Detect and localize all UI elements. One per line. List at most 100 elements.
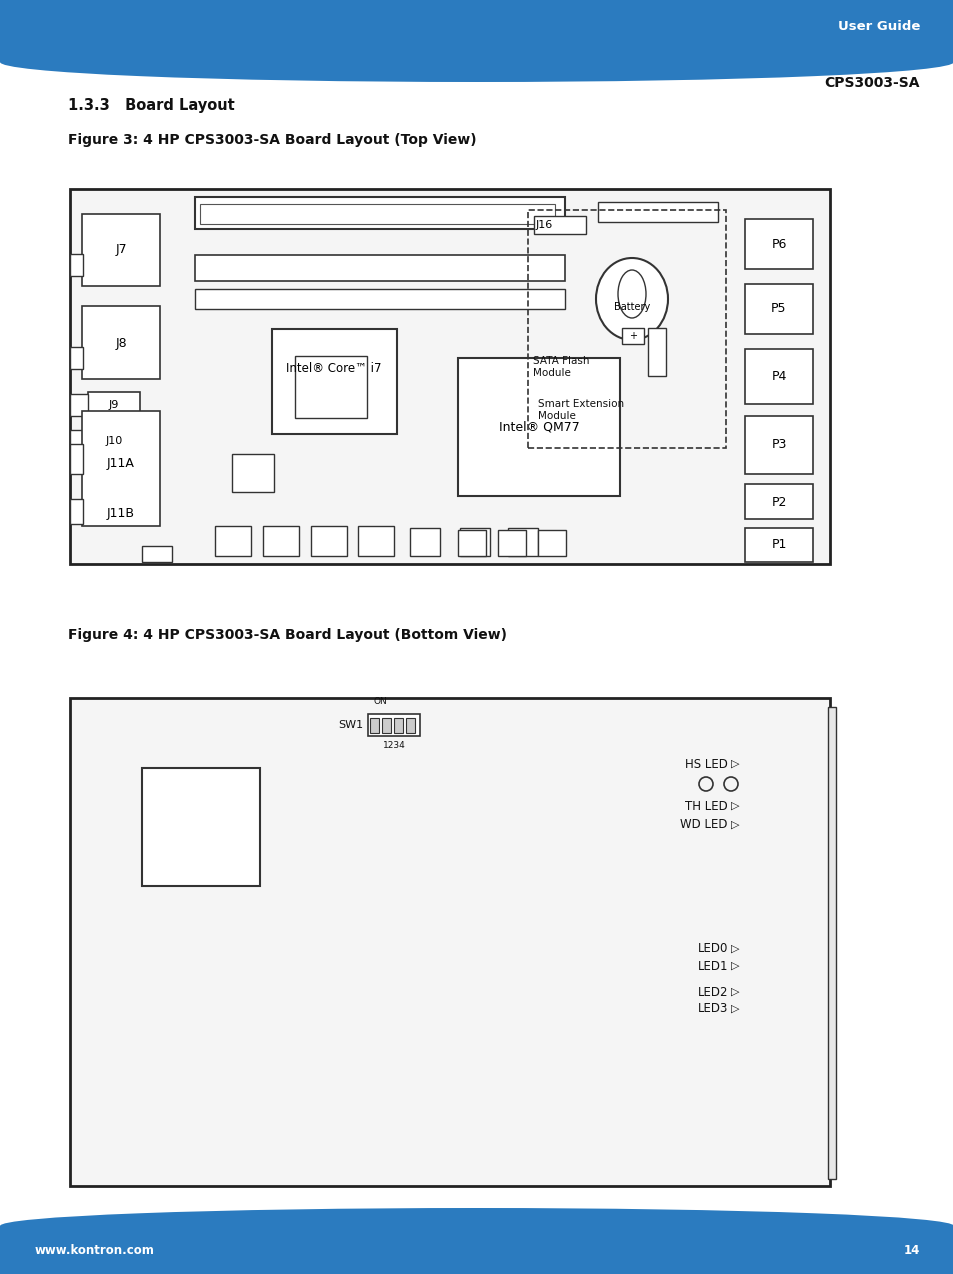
Bar	[194, 255, 564, 282]
Text: J16: J16	[536, 220, 553, 231]
Text: LED3: LED3	[697, 1003, 727, 1015]
Text: J11B: J11B	[107, 507, 135, 521]
Text: ▷: ▷	[730, 944, 739, 954]
Bar	[459, 527, 490, 555]
Bar	[88, 392, 140, 418]
Bar	[272, 329, 396, 434]
Ellipse shape	[596, 259, 667, 340]
Text: Figure 3: 4 HP CPS3003-SA Board Layout (Top View): Figure 3: 4 HP CPS3003-SA Board Layout (…	[68, 132, 476, 147]
Text: J9: J9	[109, 400, 119, 410]
Text: SW1: SW1	[337, 720, 363, 730]
Text: www.kontron.com: www.kontron.com	[35, 1243, 154, 1256]
Text: Intel® Core™ i7: Intel® Core™ i7	[286, 363, 381, 376]
Text: J10: J10	[105, 436, 123, 446]
Bar	[70, 499, 83, 524]
Bar	[744, 527, 812, 562]
Bar	[744, 219, 812, 269]
Text: SATA Flash
Module: SATA Flash Module	[533, 355, 589, 378]
Polygon shape	[174, 197, 194, 282]
Text: P4: P4	[771, 371, 786, 383]
Text: Smart Extension
Module: Smart Extension Module	[537, 399, 623, 422]
Bar	[394, 719, 402, 733]
Bar	[88, 428, 140, 454]
Text: 1234: 1234	[382, 741, 405, 750]
Bar	[70, 431, 88, 452]
Bar	[70, 698, 829, 1186]
Bar	[534, 217, 585, 234]
Text: LED0: LED0	[697, 943, 727, 956]
Bar	[70, 445, 83, 474]
Text: CPS3003-SA: CPS3003-SA	[823, 76, 919, 90]
Bar	[647, 327, 665, 376]
Text: Intel® QM77: Intel® QM77	[498, 420, 578, 433]
Bar	[311, 526, 347, 555]
Text: 14: 14	[902, 1243, 919, 1256]
Text: ▷: ▷	[730, 1004, 739, 1014]
Text: TH LED: TH LED	[684, 800, 727, 813]
Bar	[142, 547, 172, 562]
Bar	[410, 527, 439, 555]
Bar	[194, 197, 564, 229]
Text: J11A: J11A	[107, 457, 134, 470]
Bar	[598, 203, 718, 222]
Bar	[370, 719, 378, 733]
Bar	[457, 358, 619, 496]
Bar	[537, 530, 565, 555]
Text: WD LED: WD LED	[679, 818, 727, 832]
Text: P1: P1	[771, 539, 786, 552]
Bar	[142, 768, 260, 885]
Ellipse shape	[618, 270, 645, 318]
Bar	[82, 412, 160, 526]
Bar	[194, 289, 564, 310]
Text: ▷: ▷	[730, 759, 739, 769]
Text: LED2: LED2	[697, 986, 727, 999]
Bar	[406, 719, 415, 733]
Bar	[82, 214, 160, 285]
Bar	[827, 707, 835, 1178]
Text: ON: ON	[374, 697, 387, 706]
Text: ▷: ▷	[730, 987, 739, 998]
Bar	[744, 417, 812, 474]
Bar	[0, 0, 953, 62]
Bar	[82, 306, 160, 378]
Text: ▷: ▷	[730, 961, 739, 971]
Text: 1.3.3   Board Layout: 1.3.3 Board Layout	[68, 98, 234, 113]
Bar	[70, 254, 83, 276]
Bar	[744, 349, 812, 404]
Bar	[214, 526, 251, 555]
Bar	[294, 355, 367, 418]
Text: ▷: ▷	[730, 820, 739, 829]
Bar	[497, 530, 525, 555]
Ellipse shape	[0, 1208, 953, 1243]
Bar	[263, 526, 298, 555]
Text: HS LED: HS LED	[684, 758, 727, 771]
Bar	[70, 347, 83, 369]
Bar	[70, 189, 829, 564]
Bar	[232, 454, 274, 492]
Text: +: +	[628, 331, 637, 341]
Bar	[744, 484, 812, 519]
Text: P5: P5	[770, 302, 786, 316]
Bar	[357, 526, 394, 555]
Text: P6: P6	[771, 237, 786, 251]
Bar	[368, 713, 419, 736]
Text: P3: P3	[771, 438, 786, 451]
Bar	[0, 1226, 953, 1274]
Text: J7: J7	[115, 243, 127, 256]
Bar	[381, 719, 391, 733]
Bar	[527, 210, 725, 448]
Text: P2: P2	[771, 496, 786, 508]
Text: LED1: LED1	[697, 959, 727, 972]
Ellipse shape	[0, 42, 953, 82]
Bar	[70, 394, 88, 417]
Text: User Guide: User Guide	[837, 20, 919, 33]
Bar	[457, 530, 485, 555]
Bar	[200, 204, 555, 224]
Text: Figure 4: 4 HP CPS3003-SA Board Layout (Bottom View): Figure 4: 4 HP CPS3003-SA Board Layout (…	[68, 628, 506, 642]
Text: J8: J8	[115, 336, 127, 349]
Bar	[621, 327, 643, 344]
Bar	[744, 284, 812, 334]
Bar	[507, 527, 537, 555]
Text: Battery: Battery	[613, 302, 649, 312]
Text: ▷: ▷	[730, 801, 739, 812]
